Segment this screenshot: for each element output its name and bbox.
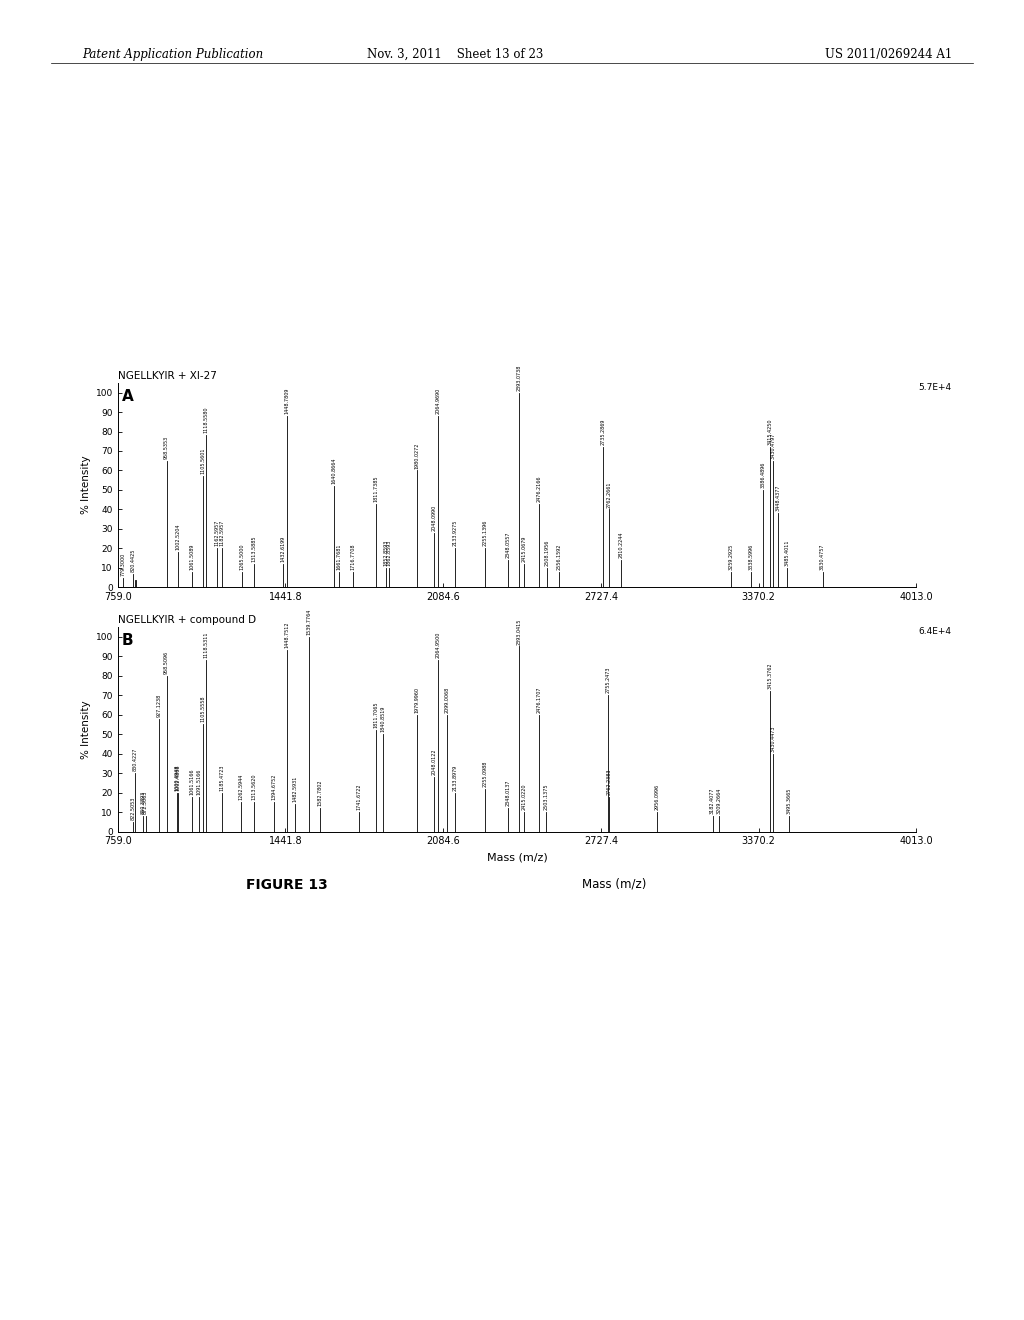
Text: 1105.5558: 1105.5558	[201, 696, 206, 722]
Text: 2810.2244: 2810.2244	[618, 532, 624, 558]
Text: 779.3000: 779.3000	[120, 553, 125, 576]
Text: 2508.1956: 2508.1956	[545, 540, 550, 566]
Text: 1118.5580: 1118.5580	[204, 407, 209, 433]
Text: 1061.5089: 1061.5089	[189, 544, 195, 570]
Text: 1313.5620: 1313.5620	[251, 774, 256, 800]
Text: 1313.5885: 1313.5885	[251, 536, 256, 562]
Text: 1162.5957: 1162.5957	[214, 520, 219, 546]
Text: 2348.0557: 2348.0557	[505, 532, 510, 558]
Text: 1661.7681: 1661.7681	[337, 544, 342, 570]
Text: 3430.4797: 3430.4797	[771, 433, 776, 459]
Text: 2099.0068: 2099.0068	[444, 686, 450, 713]
Text: 3430.4473: 3430.4473	[771, 725, 776, 751]
Y-axis label: % Intensity: % Intensity	[82, 700, 91, 759]
Text: 2415.0220: 2415.0220	[522, 784, 526, 810]
Text: 1000.4948: 1000.4948	[174, 764, 179, 791]
Text: 1482.5931: 1482.5931	[293, 776, 298, 803]
Text: 1394.6752: 1394.6752	[271, 774, 276, 800]
Text: 1582.7802: 1582.7802	[317, 780, 323, 807]
Text: 3209.2664: 3209.2664	[717, 788, 722, 814]
Text: 1432.6199: 1432.6199	[281, 536, 286, 562]
Text: 2762.2661: 2762.2661	[607, 480, 612, 507]
Text: 2735.2869: 2735.2869	[600, 418, 605, 445]
Text: 2476.1707: 2476.1707	[537, 686, 542, 713]
Text: 3448.4377: 3448.4377	[775, 484, 780, 511]
Text: 958.5353: 958.5353	[164, 436, 169, 459]
Text: Patent Application Publication: Patent Application Publication	[82, 48, 263, 61]
Text: 2393.0415: 2393.0415	[516, 618, 521, 644]
Text: 2048.0990: 2048.0990	[432, 504, 436, 531]
Text: 1539.7764: 1539.7764	[307, 609, 312, 635]
Text: 2556.1592: 2556.1592	[556, 544, 561, 570]
Text: 5.7E+4: 5.7E+4	[919, 383, 951, 392]
Text: FIGURE 13: FIGURE 13	[246, 878, 328, 892]
Text: 1002.5204: 1002.5204	[175, 524, 180, 550]
Text: 1716.7708: 1716.7708	[350, 544, 355, 570]
Text: 1862.8593: 1862.8593	[386, 540, 391, 566]
Text: 3415.3762: 3415.3762	[767, 663, 772, 689]
Text: 2048.0122: 2048.0122	[432, 748, 436, 775]
Text: 1002.4868: 1002.4868	[175, 764, 180, 791]
Text: 1979.9960: 1979.9960	[415, 686, 420, 713]
Text: 6.4E+4: 6.4E+4	[919, 627, 951, 636]
Text: 2762.2383: 2762.2383	[607, 768, 612, 795]
Text: 2255.0988: 2255.0988	[482, 760, 487, 787]
Text: 2393.0738: 2393.0738	[516, 364, 521, 391]
Text: NGELLKYIR + XI-27: NGELLKYIR + XI-27	[118, 371, 217, 380]
Text: 2503.1375: 2503.1375	[544, 784, 549, 810]
Text: 3182.4077: 3182.4077	[710, 788, 715, 814]
Text: 1448.7512: 1448.7512	[285, 622, 290, 648]
Text: 2476.2166: 2476.2166	[537, 475, 542, 502]
Text: 2133.8979: 2133.8979	[453, 764, 458, 791]
X-axis label: Mass (m/z): Mass (m/z)	[486, 851, 548, 862]
Text: 860.3893: 860.3893	[140, 791, 145, 814]
Text: 2133.9275: 2133.9275	[453, 520, 458, 546]
Text: 3495.3665: 3495.3665	[786, 788, 792, 814]
Text: 2064.9690: 2064.9690	[436, 388, 440, 414]
Text: B: B	[122, 634, 133, 648]
Text: 820.4425: 820.4425	[130, 548, 135, 572]
Text: 872.5063: 872.5063	[143, 791, 148, 814]
Text: 1182.5957: 1182.5957	[219, 520, 224, 546]
Text: 1741.6722: 1741.6722	[356, 784, 361, 810]
Y-axis label: % Intensity: % Intensity	[82, 455, 91, 515]
Text: 3386.4896: 3386.4896	[760, 462, 765, 488]
Text: 1091.5166: 1091.5166	[197, 768, 202, 795]
Text: 2255.1396: 2255.1396	[482, 520, 487, 546]
Text: 1118.5311: 1118.5311	[204, 632, 209, 659]
Text: 1640.8664: 1640.8664	[332, 458, 337, 484]
Text: 1840.8519: 1840.8519	[381, 706, 386, 733]
Text: NGELLKYIR + compound D: NGELLKYIR + compound D	[118, 615, 256, 624]
Text: 1105.5601: 1105.5601	[201, 447, 206, 474]
Text: 1852.8593: 1852.8593	[384, 540, 389, 566]
Text: 3630.4757: 3630.4757	[820, 544, 825, 570]
Text: 2064.9500: 2064.9500	[436, 632, 440, 659]
Text: Mass (m/z): Mass (m/z)	[583, 878, 646, 891]
Text: 2956.0996: 2956.0996	[654, 784, 659, 810]
Text: 3485.4011: 3485.4011	[784, 540, 790, 566]
Text: 3415.4250: 3415.4250	[767, 418, 772, 445]
Text: 1061.5166: 1061.5166	[189, 768, 195, 795]
Text: 1811.7065: 1811.7065	[374, 702, 379, 729]
Text: 1811.7385: 1811.7385	[374, 475, 379, 502]
Text: 1265.5000: 1265.5000	[240, 544, 245, 570]
Text: 1980.0272: 1980.0272	[415, 442, 420, 469]
Text: 830.4227: 830.4227	[133, 748, 138, 771]
Text: 927.1238: 927.1238	[157, 693, 162, 717]
Text: 3338.5996: 3338.5996	[749, 544, 754, 570]
Text: 2415.0679: 2415.0679	[522, 536, 526, 562]
Text: 1185.4723: 1185.4723	[220, 764, 225, 791]
Text: US 2011/0269244 A1: US 2011/0269244 A1	[825, 48, 952, 61]
Text: 822.5053: 822.5053	[131, 796, 136, 820]
Text: Nov. 3, 2011    Sheet 13 of 23: Nov. 3, 2011 Sheet 13 of 23	[368, 48, 544, 61]
Text: 2348.0137: 2348.0137	[505, 780, 510, 807]
Text: 958.5096: 958.5096	[164, 651, 169, 673]
Text: 1262.5944: 1262.5944	[239, 774, 244, 800]
Text: 1448.7809: 1448.7809	[285, 388, 290, 414]
Text: 3259.2925: 3259.2925	[729, 544, 734, 570]
Text: A: A	[122, 389, 133, 404]
Text: 2755.2473: 2755.2473	[605, 667, 610, 693]
